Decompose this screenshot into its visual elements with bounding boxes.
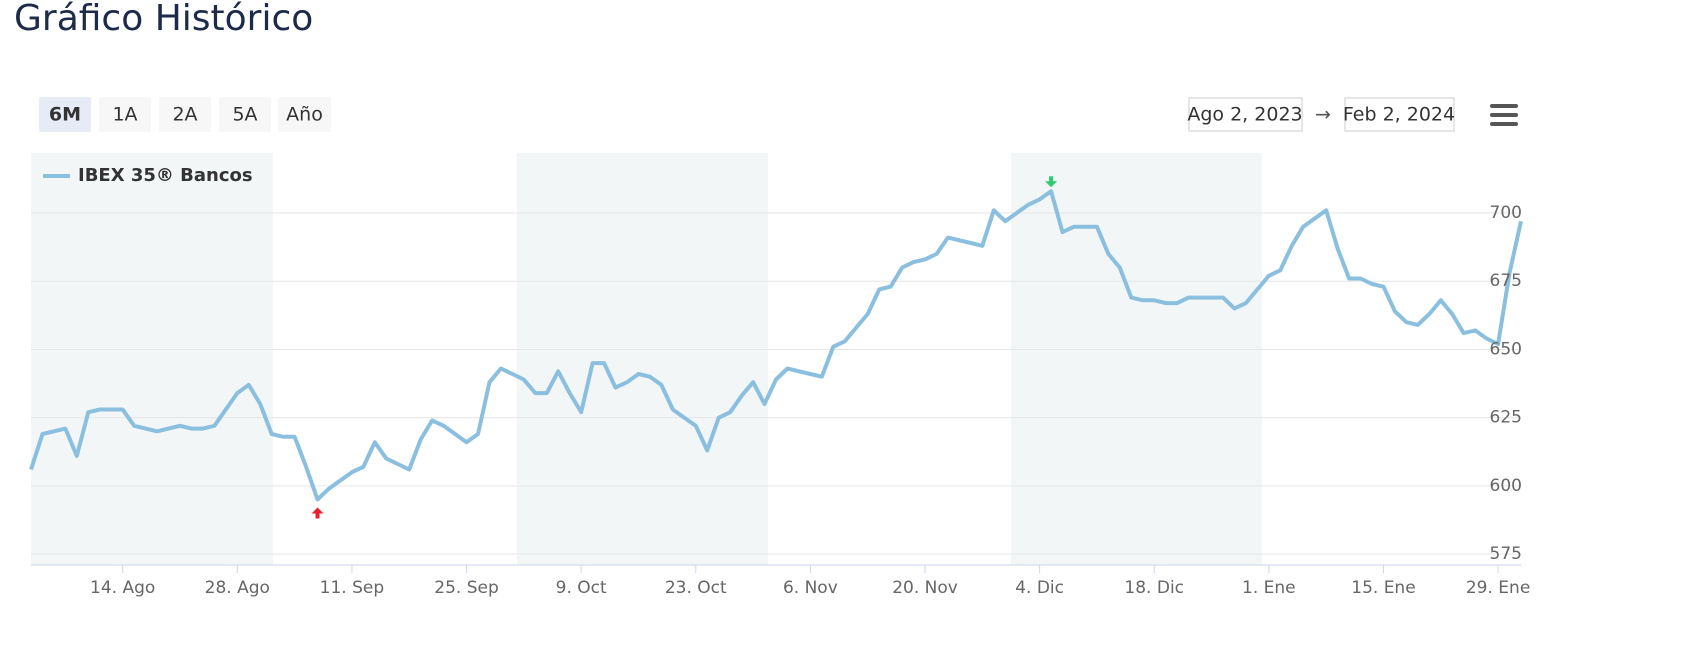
legend-label[interactable]: IBEX 35® Bancos bbox=[78, 165, 253, 186]
page-title: Gráfico Histórico bbox=[14, 0, 313, 39]
range-button[interactable] bbox=[278, 97, 331, 132]
x-tick-label: 20. Nov bbox=[892, 578, 958, 598]
x-tick-label: 4. Dic bbox=[1015, 578, 1064, 598]
x-tick-label: 11. Sep bbox=[320, 578, 384, 598]
y-tick-label: 625 bbox=[1490, 408, 1522, 428]
date-from[interactable]: Ago 2, 2023 bbox=[1187, 104, 1302, 126]
range-button[interactable] bbox=[39, 97, 91, 132]
date-separator: → bbox=[1315, 104, 1331, 126]
band bbox=[517, 153, 768, 565]
range-button-label[interactable]: 5A bbox=[232, 104, 257, 126]
y-tick-label: 650 bbox=[1490, 339, 1522, 359]
x-tick-label: 6. Nov bbox=[783, 578, 838, 598]
band bbox=[1011, 153, 1262, 565]
x-tick-label: 23. Oct bbox=[665, 578, 727, 598]
x-tick-label: 14. Ago bbox=[90, 578, 155, 598]
menu-icon[interactable] bbox=[1490, 104, 1518, 126]
max-flag bbox=[1045, 176, 1058, 188]
x-tick-label: 15. Ene bbox=[1351, 578, 1415, 598]
range-button[interactable] bbox=[219, 97, 271, 132]
plot-area bbox=[31, 153, 1521, 565]
date-to[interactable]: Feb 2, 2024 bbox=[1343, 104, 1455, 126]
menu-bar bbox=[1490, 113, 1518, 117]
range-button-label[interactable]: 6M bbox=[49, 104, 81, 126]
y-tick-label: 575 bbox=[1490, 544, 1522, 564]
y-tick-label: 675 bbox=[1490, 271, 1522, 291]
range-button-label[interactable]: 2A bbox=[172, 104, 197, 126]
y-tick-label: 700 bbox=[1490, 203, 1522, 223]
x-tick-label: 18. Dic bbox=[1124, 578, 1184, 598]
range-button[interactable] bbox=[159, 97, 211, 132]
band bbox=[31, 153, 273, 565]
date-from-box[interactable] bbox=[1188, 97, 1303, 132]
date-to-box[interactable] bbox=[1344, 97, 1455, 132]
menu-bar bbox=[1490, 104, 1518, 108]
menu-bar bbox=[1490, 122, 1518, 126]
x-tick-label: 28. Ago bbox=[205, 578, 270, 598]
x-tick-label: 29. Ene bbox=[1466, 578, 1530, 598]
x-tick-label: 1. Ene bbox=[1242, 578, 1296, 598]
y-tick-label: 600 bbox=[1490, 476, 1522, 496]
range-button-label[interactable]: Año bbox=[286, 104, 323, 126]
range-button[interactable] bbox=[99, 97, 151, 132]
range-button-label[interactable]: 1A bbox=[112, 104, 137, 126]
x-tick-label: 25. Sep bbox=[434, 578, 498, 598]
min-flag bbox=[311, 507, 324, 519]
x-tick-label: 9. Oct bbox=[556, 578, 607, 598]
series-line bbox=[29, 189, 1523, 502]
